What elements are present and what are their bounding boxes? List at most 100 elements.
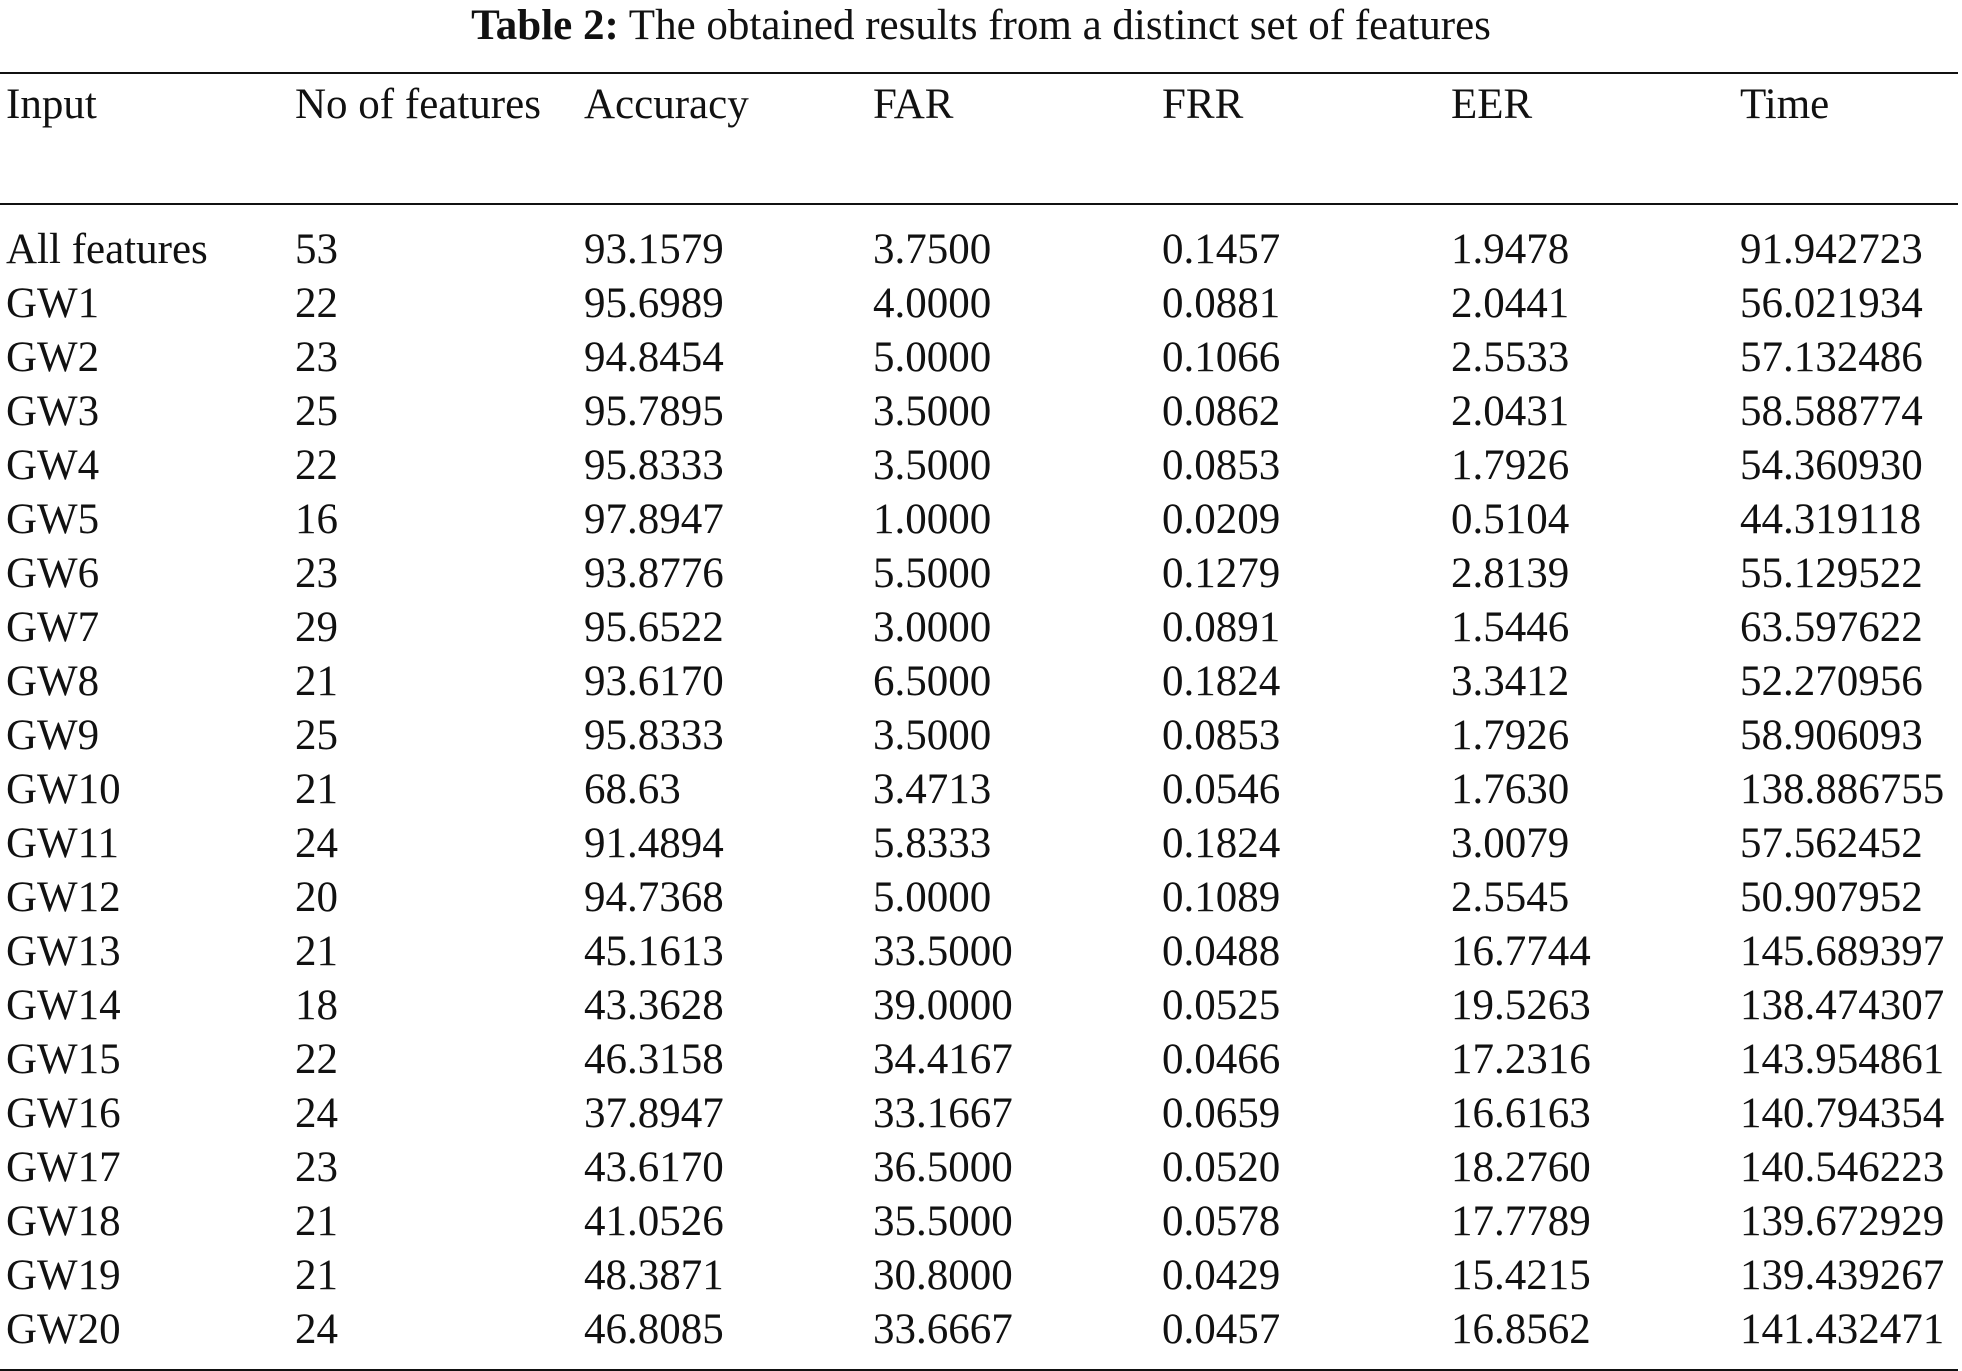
cell-no-of-features: 16 <box>295 496 338 543</box>
cell-time: 145.689397 <box>1740 928 1945 975</box>
cell-eer: 16.6163 <box>1451 1090 1591 1137</box>
table-row: GW20 24 46.8085 33.6667 0.0457 16.8562 141.432… <box>0 1303 1962 1357</box>
cell-frr: 0.0520 <box>1162 1144 1281 1191</box>
cell-input: GW1 <box>6 280 100 327</box>
cell-accuracy: 94.8454 <box>584 334 724 381</box>
cell-eer: 15.4215 <box>1451 1252 1591 1299</box>
table-caption: Table 2: The obtained results from a dis… <box>0 0 1962 52</box>
cell-frr: 0.0853 <box>1162 712 1281 759</box>
cell-time: 63.597622 <box>1740 604 1923 651</box>
cell-input: GW6 <box>6 550 100 597</box>
cell-far: 33.1667 <box>873 1090 1013 1137</box>
cell-no-of-features: 23 <box>295 1144 338 1191</box>
cell-frr: 0.0578 <box>1162 1198 1281 1245</box>
cell-eer: 16.7744 <box>1451 928 1591 975</box>
cell-eer: 3.3412 <box>1451 658 1570 705</box>
table-row: GW16 24 37.8947 33.1667 0.0659 16.6163 140.794… <box>0 1087 1962 1141</box>
column-header-accuracy: Accuracy <box>584 81 749 128</box>
cell-accuracy: 37.8947 <box>584 1090 724 1137</box>
cell-input: GW5 <box>6 496 100 543</box>
table-body: All features 53 93.1579 3.7500 0.1457 1.9478 9… <box>0 207 1962 1357</box>
cell-eer: 2.5533 <box>1451 334 1570 381</box>
cell-frr: 0.0525 <box>1162 982 1281 1029</box>
cell-frr: 0.0488 <box>1162 928 1281 975</box>
table-row: GW9 25 95.8333 3.5000 0.0853 1.7926 58.906093 <box>0 709 1962 763</box>
table-row: GW2 23 94.8454 5.0000 0.1066 2.5533 57.132486 <box>0 331 1962 385</box>
cell-time: 140.546223 <box>1740 1144 1945 1191</box>
cell-input: GW14 <box>6 982 121 1029</box>
header-row: Input No of features Accuracy FAR FRR EER Time <box>0 74 1962 207</box>
cell-accuracy: 43.6170 <box>584 1144 724 1191</box>
bottom-rule <box>0 1369 1958 1371</box>
column-header-eer: EER <box>1451 81 1533 128</box>
cell-time: 58.588774 <box>1740 388 1923 435</box>
cell-frr: 0.1066 <box>1162 334 1281 381</box>
cell-time: 139.439267 <box>1740 1252 1945 1299</box>
column-header-input: Input <box>6 81 97 128</box>
cell-eer: 1.7926 <box>1451 712 1570 759</box>
table-row: GW8 21 93.6170 6.5000 0.1824 3.3412 52.270956 <box>0 655 1962 709</box>
cell-eer: 18.2760 <box>1451 1144 1591 1191</box>
cell-accuracy: 93.8776 <box>584 550 724 597</box>
table-row: GW17 23 43.6170 36.5000 0.0520 18.2760 140.546… <box>0 1141 1962 1195</box>
table-row: GW18 21 41.0526 35.5000 0.0578 17.7789 139.672… <box>0 1195 1962 1249</box>
table-row: GW6 23 93.8776 5.5000 0.1279 2.8139 55.129522 <box>0 547 1962 601</box>
cell-time: 141.432471 <box>1740 1306 1945 1353</box>
cell-no-of-features: 24 <box>295 820 338 867</box>
cell-frr: 0.1457 <box>1162 226 1281 273</box>
cell-eer: 17.7789 <box>1451 1198 1591 1245</box>
cell-input: GW7 <box>6 604 100 651</box>
cell-time: 55.129522 <box>1740 550 1923 597</box>
cell-input: GW10 <box>6 766 121 813</box>
table-row: GW1 22 95.6989 4.0000 0.0881 2.0441 56.021934 <box>0 277 1962 331</box>
cell-time: 139.672929 <box>1740 1198 1945 1245</box>
table-row: GW11 24 91.4894 5.8333 0.1824 3.0079 57.562452 <box>0 817 1962 871</box>
cell-far: 39.0000 <box>873 982 1013 1029</box>
cell-time: 57.132486 <box>1740 334 1923 381</box>
cell-accuracy: 95.8333 <box>584 712 724 759</box>
table-row: GW4 22 95.8333 3.5000 0.0853 1.7926 54.360930 <box>0 439 1962 493</box>
cell-accuracy: 97.8947 <box>584 496 724 543</box>
cell-far: 33.5000 <box>873 928 1013 975</box>
cell-no-of-features: 22 <box>295 442 338 489</box>
cell-no-of-features: 21 <box>295 1198 338 1245</box>
cell-no-of-features: 25 <box>295 712 338 759</box>
cell-no-of-features: 25 <box>295 388 338 435</box>
cell-far: 3.5000 <box>873 712 992 759</box>
cell-eer: 3.0079 <box>1451 820 1570 867</box>
cell-eer: 2.8139 <box>1451 550 1570 597</box>
cell-frr: 0.0862 <box>1162 388 1281 435</box>
table-header: Input No of features Accuracy FAR FRR EER Time <box>0 74 1962 207</box>
cell-time: 50.907952 <box>1740 874 1923 921</box>
cell-no-of-features: 21 <box>295 928 338 975</box>
cell-accuracy: 95.6522 <box>584 604 724 651</box>
cell-time: 56.021934 <box>1740 280 1923 327</box>
cell-no-of-features: 22 <box>295 280 338 327</box>
table-row: GW19 21 48.3871 30.8000 0.0429 15.4215 139.439… <box>0 1249 1962 1303</box>
cell-time: 54.360930 <box>1740 442 1923 489</box>
cell-frr: 0.0209 <box>1162 496 1281 543</box>
cell-input: GW12 <box>6 874 121 921</box>
cell-no-of-features: 21 <box>295 1252 338 1299</box>
cell-accuracy: 93.6170 <box>584 658 724 705</box>
column-header-time: Time <box>1740 81 1830 128</box>
table-row: GW5 16 97.8947 1.0000 0.0209 0.5104 44.319118 <box>0 493 1962 547</box>
cell-far: 36.5000 <box>873 1144 1013 1191</box>
results-table: Input No of features Accuracy FAR FRR EER Time… <box>0 74 1962 1357</box>
cell-far: 5.0000 <box>873 874 992 921</box>
cell-accuracy: 95.6989 <box>584 280 724 327</box>
cell-no-of-features: 24 <box>295 1306 338 1353</box>
cell-frr: 0.1824 <box>1162 658 1281 705</box>
cell-no-of-features: 53 <box>295 226 338 273</box>
cell-input: GW15 <box>6 1036 121 1083</box>
cell-no-of-features: 20 <box>295 874 338 921</box>
cell-far: 6.5000 <box>873 658 992 705</box>
cell-frr: 0.0659 <box>1162 1090 1281 1137</box>
cell-far: 4.0000 <box>873 280 992 327</box>
cell-accuracy: 95.7895 <box>584 388 724 435</box>
cell-far: 3.5000 <box>873 442 992 489</box>
header-rule <box>0 203 1958 205</box>
cell-eer: 17.2316 <box>1451 1036 1591 1083</box>
cell-eer: 19.5263 <box>1451 982 1591 1029</box>
cell-accuracy: 41.0526 <box>584 1198 724 1245</box>
